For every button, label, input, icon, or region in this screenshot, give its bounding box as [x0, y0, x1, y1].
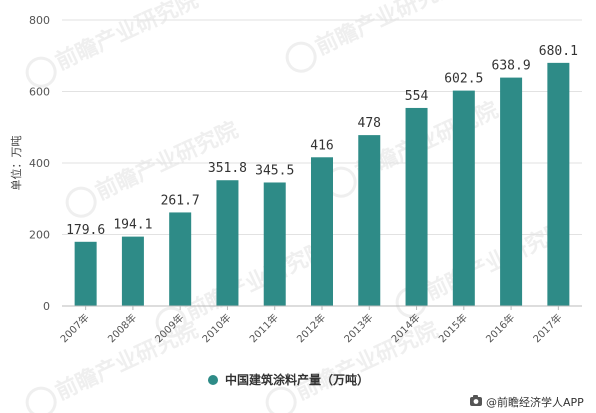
data-label: 638.9 [492, 59, 531, 74]
data-label: 345.5 [255, 163, 294, 178]
y-tick-label: 200 [29, 229, 50, 242]
data-label: 261.7 [161, 193, 200, 208]
bar[interactable] [169, 212, 192, 306]
data-label: 194.1 [113, 218, 152, 233]
bars-group [74, 62, 570, 306]
bar[interactable] [311, 157, 333, 306]
x-tick-label: 2017年 [530, 311, 564, 345]
data-label: 351.8 [208, 161, 247, 176]
bar[interactable] [452, 90, 475, 306]
bar[interactable] [358, 135, 381, 306]
x-tick-label: 2007年 [57, 311, 91, 345]
bar[interactable] [263, 182, 286, 306]
svg-text:前瞻产业研究院: 前瞻产业研究院 [52, 0, 203, 75]
x-tick-label: 2012年 [294, 311, 328, 345]
legend-marker [208, 375, 218, 385]
y-axis-label: 单位：万吨 [9, 136, 23, 191]
svg-text:前瞻产业研究院: 前瞻产业研究院 [312, 0, 463, 60]
x-tick-label: 2015年 [436, 311, 470, 345]
x-tick-label: 2013年 [341, 311, 375, 345]
bar[interactable] [547, 62, 570, 306]
bar[interactable] [405, 107, 428, 306]
source-credit: @前瞻经济学人APP [470, 395, 584, 409]
x-tick-label: 2008年 [105, 311, 139, 345]
data-label: 179.6 [66, 223, 105, 238]
y-tick-label: 0 [43, 300, 50, 313]
x-axis-ticks: 2007年 2008年 2009年 2010年 2011年 2012年 2013年 2014年… [57, 306, 564, 345]
data-labels-group: 179.6 194.1 261.7 351.8 345.5 416 478 554 602.5 6… [66, 44, 578, 238]
y-tick-label: 400 [29, 157, 50, 170]
bar[interactable] [216, 180, 239, 306]
y-tick-label: 600 [29, 86, 50, 99]
x-tick-label: 2011年 [247, 311, 281, 345]
data-label: 416 [310, 138, 333, 153]
legend[interactable]: 中国建筑涂料产量（万吨） [208, 372, 369, 387]
x-tick-label: 2016年 [483, 311, 517, 345]
watermark-mark: 前瞻产业研究院 [285, 0, 463, 73]
data-label: 680.1 [539, 44, 578, 59]
bar[interactable] [74, 241, 97, 306]
data-label: 602.5 [444, 72, 483, 87]
legend-label: 中国建筑涂料产量（万吨） [225, 372, 369, 387]
y-tick-label: 800 [29, 14, 50, 27]
camera-icon [470, 395, 482, 406]
data-label: 554 [405, 89, 429, 104]
bar[interactable] [121, 236, 144, 306]
bar[interactable] [500, 77, 523, 306]
source-label: @前瞻经济学人APP [486, 395, 584, 409]
data-label: 478 [358, 116, 381, 131]
y-axis-ticks: 0 200 400 600 800 [29, 14, 50, 313]
svg-text:前瞻产业研究院: 前瞻产业研究院 [182, 237, 333, 326]
